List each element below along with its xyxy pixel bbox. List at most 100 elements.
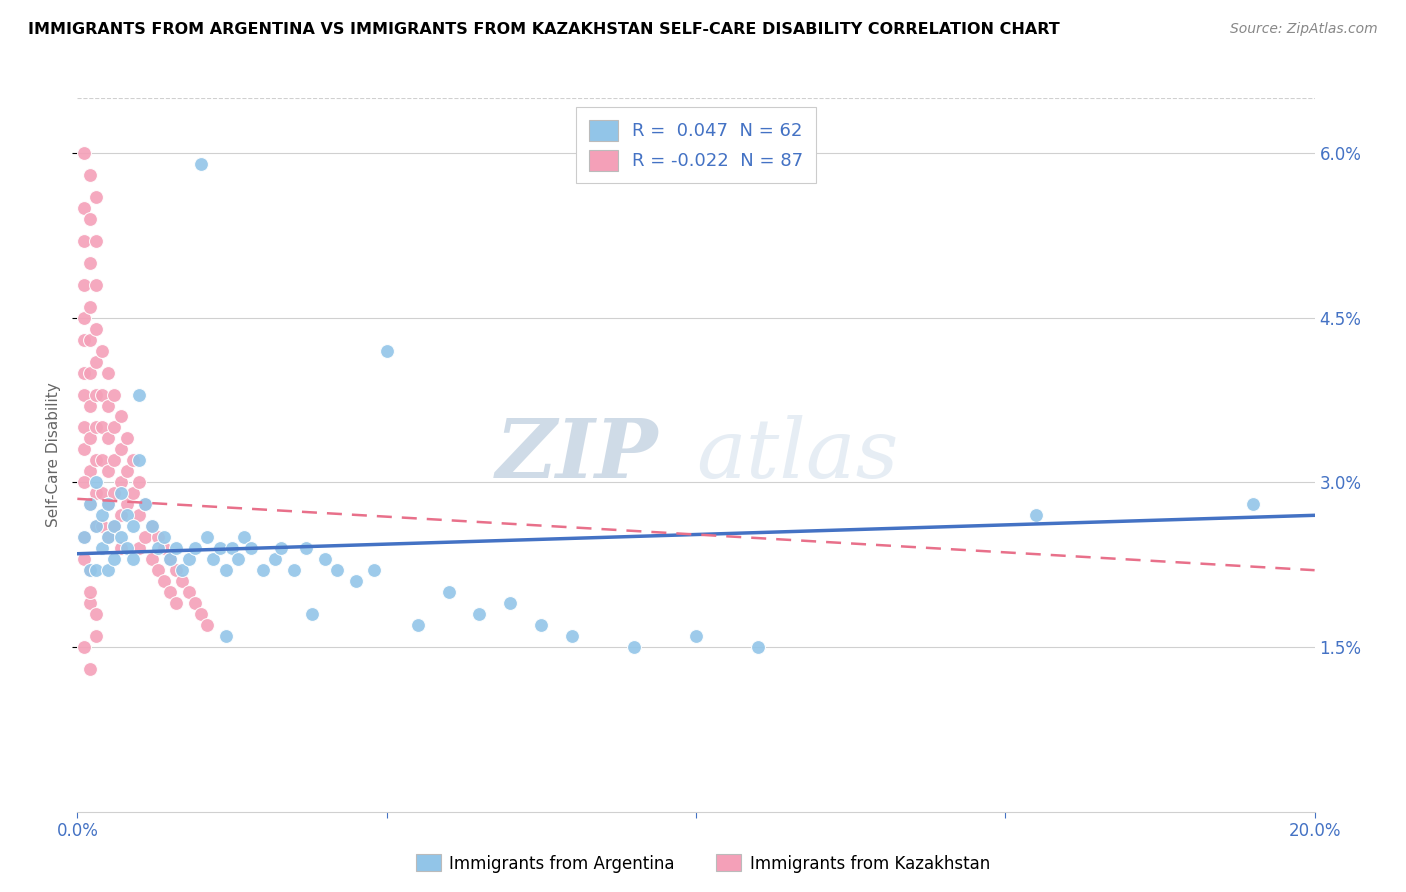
Point: [72, 201, 94, 215]
Point: [72, 234, 94, 248]
Point: [79, 596, 101, 610]
Point: [72, 387, 94, 401]
Point: [79, 432, 101, 446]
Point: [103, 519, 125, 533]
Point: [122, 453, 145, 467]
Point: [128, 387, 150, 401]
Point: [72, 552, 94, 566]
Point: [79, 662, 101, 676]
Point: [165, 563, 187, 577]
Point: [1025, 508, 1047, 523]
Point: [103, 387, 125, 401]
Point: [110, 442, 132, 457]
Point: [165, 596, 187, 610]
Point: [103, 486, 125, 500]
Point: [153, 574, 176, 589]
Point: [122, 486, 145, 500]
Point: [153, 541, 176, 556]
Point: [72, 442, 94, 457]
Point: [97, 530, 120, 544]
Point: [530, 618, 553, 632]
Text: Source: ZipAtlas.com: Source: ZipAtlas.com: [1230, 22, 1378, 37]
Point: [84, 277, 107, 292]
Point: [79, 464, 101, 478]
Point: [239, 541, 262, 556]
Point: [134, 497, 156, 511]
Point: [314, 552, 336, 566]
Point: [72, 146, 94, 161]
Point: [128, 541, 150, 556]
Point: [110, 475, 132, 490]
Point: [72, 640, 94, 654]
Point: [97, 530, 120, 544]
Point: [97, 464, 120, 478]
Point: [172, 563, 194, 577]
Point: [91, 453, 114, 467]
Point: [165, 541, 187, 556]
Point: [72, 420, 94, 434]
Point: [84, 321, 107, 335]
Point: [146, 530, 169, 544]
Point: [363, 563, 385, 577]
Point: [146, 563, 169, 577]
Point: [215, 563, 238, 577]
Point: [72, 530, 94, 544]
Point: [79, 497, 101, 511]
Point: [159, 552, 181, 566]
Point: [103, 552, 125, 566]
Point: [79, 211, 101, 226]
Point: [128, 475, 150, 490]
Point: [84, 607, 107, 621]
Point: [110, 486, 132, 500]
Point: [103, 420, 125, 434]
Point: [264, 552, 287, 566]
Point: [128, 453, 150, 467]
Point: [141, 519, 163, 533]
Point: [84, 453, 107, 467]
Point: [97, 399, 120, 413]
Point: [437, 585, 460, 599]
Point: [72, 366, 94, 380]
Point: [295, 541, 318, 556]
Point: [468, 607, 491, 621]
Point: [115, 508, 138, 523]
Point: [84, 420, 107, 434]
Point: [375, 343, 398, 358]
Point: [84, 629, 107, 643]
Point: [252, 563, 274, 577]
Text: ZIP: ZIP: [496, 415, 659, 495]
Point: [110, 530, 132, 544]
Point: [79, 256, 101, 270]
Point: [159, 552, 181, 566]
Point: [134, 530, 156, 544]
Point: [326, 563, 349, 577]
Text: atlas: atlas: [696, 415, 898, 495]
Point: [301, 607, 323, 621]
Point: [72, 333, 94, 347]
Point: [499, 596, 522, 610]
Point: [79, 563, 101, 577]
Point: [79, 366, 101, 380]
Point: [115, 464, 138, 478]
Point: [79, 168, 101, 182]
Point: [146, 541, 169, 556]
Point: [91, 541, 114, 556]
Point: [84, 387, 107, 401]
Legend: Immigrants from Argentina, Immigrants from Kazakhstan: Immigrants from Argentina, Immigrants fr…: [409, 847, 997, 880]
Point: [184, 541, 207, 556]
Point: [84, 354, 107, 368]
Point: [91, 420, 114, 434]
Point: [221, 541, 243, 556]
Point: [184, 596, 207, 610]
Y-axis label: Self-Care Disability: Self-Care Disability: [46, 383, 62, 527]
Point: [226, 552, 249, 566]
Point: [79, 399, 101, 413]
Point: [84, 519, 107, 533]
Point: [623, 640, 645, 654]
Point: [103, 519, 125, 533]
Point: [110, 541, 132, 556]
Point: [97, 497, 120, 511]
Point: [128, 508, 150, 523]
Point: [122, 519, 145, 533]
Point: [79, 333, 101, 347]
